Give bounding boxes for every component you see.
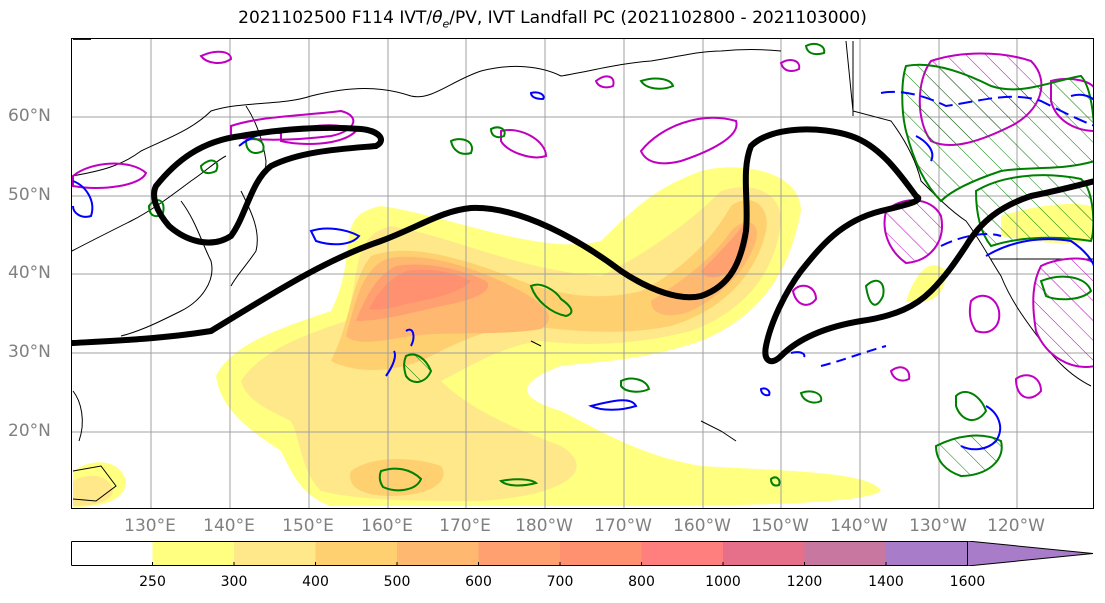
colorbar-swatch: [804, 541, 887, 566]
colorbar-swatch: [560, 541, 642, 566]
colorbar-svg: [71, 541, 1094, 566]
lon-label-160w: 160°W: [673, 516, 731, 536]
colorbar-tick-label: 700: [546, 574, 574, 590]
lon-label-150e: 150°E: [282, 516, 334, 536]
lon-label-150w: 150°W: [751, 516, 809, 536]
colorbar-swatch: [234, 541, 316, 566]
colorbar-swatch: [641, 541, 724, 566]
graticule: [72, 39, 1093, 508]
colorbar-swatch: [478, 541, 561, 566]
lat-label-50: 50°N: [8, 185, 51, 205]
colorbar-swatch: [886, 541, 968, 566]
colorbar-tick-label: 1000: [705, 574, 741, 590]
ivt-landfall-contour: [72, 124, 1093, 365]
lon-label-130w: 130°W: [909, 516, 967, 536]
colorbar-swatch: [71, 541, 153, 566]
map-title: 2021102500 F114 IVT/θe/PV, IVT Landfall …: [0, 8, 1105, 30]
colorbar-swatch: [397, 541, 479, 566]
lon-label-170e: 170°E: [439, 516, 491, 536]
title-theta: θ: [432, 8, 443, 28]
lon-label-170w: 170°W: [594, 516, 652, 536]
colorbar-swatch: [152, 541, 235, 566]
lon-label-180w: 180°W: [515, 516, 573, 536]
colorbar-tick-label: 500: [383, 574, 411, 590]
colorbar-outline: [71, 541, 968, 566]
colorbar-tick-label: 1600: [949, 574, 986, 590]
lon-label-140w: 140°W: [830, 516, 888, 536]
lat-label-20: 20°N: [8, 421, 51, 441]
colorbar-swatch: [723, 541, 805, 566]
map-panel[interactable]: [71, 38, 1094, 509]
colorbar-tick-label: 600: [465, 574, 492, 590]
colorbar-tick-label: 400: [302, 574, 329, 590]
lon-label-120w: 120°W: [987, 516, 1045, 536]
map-canvas: [72, 39, 1093, 508]
colorbar-tick-label: 250: [139, 574, 166, 590]
colorbar-tick-label: 300: [220, 574, 248, 590]
title-theta-sub: e: [442, 17, 450, 31]
lat-label-60: 60°N: [8, 106, 51, 126]
lon-label-160e: 160°E: [361, 516, 413, 536]
title-prefix: 2021102500 F114 IVT/: [238, 8, 433, 28]
lon-label-140e: 140°E: [203, 516, 255, 536]
colorbar-extension: [967, 541, 1094, 566]
title-suffix: /PV, IVT Landfall PC (2021102800 - 20211…: [449, 8, 867, 28]
colorbar-tick-label: 1200: [786, 574, 823, 590]
lat-label-30: 30°N: [8, 342, 51, 362]
pv-negative-contours: [72, 39, 1093, 451]
pv-positive-contours: [147, 43, 1093, 492]
lat-label-40: 40°N: [8, 263, 51, 283]
ivt-shading: [73, 167, 1091, 507]
colorbar: [71, 541, 1094, 566]
colorbar-tick-label: 800: [628, 574, 655, 590]
lon-label-130e: 130°E: [124, 516, 176, 536]
colorbar-swatch: [315, 541, 398, 566]
colorbar-tick-label: 1400: [868, 574, 904, 590]
